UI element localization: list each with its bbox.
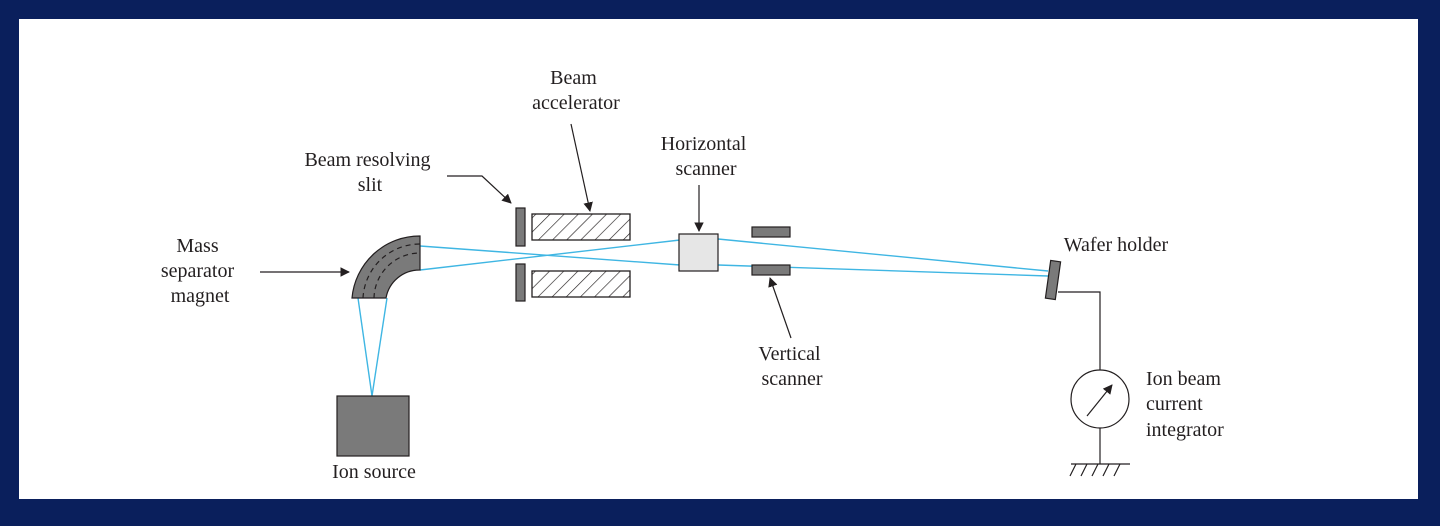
beam-source-right <box>371 297 388 397</box>
resolving-slit-upper <box>515 207 526 247</box>
vertical-scanner-arrow <box>768 277 792 339</box>
label-wafer-holder: Wafer holder <box>1064 234 1169 256</box>
magnet-inner-arc-1 <box>362 243 421 299</box>
mass-separator-magnet <box>351 235 421 299</box>
wafer-holder <box>1044 259 1062 301</box>
beam-upper-to-wafer <box>717 238 1049 272</box>
leader-arrows <box>260 123 792 339</box>
ion-beam-paths <box>357 238 1049 397</box>
slit-arrow <box>447 175 512 204</box>
accelerator-upper-plate <box>531 213 631 241</box>
beam-lower-to-scanner <box>419 239 681 271</box>
label-beam-accelerator: Beam accelerator <box>532 67 620 114</box>
label-horizontal-scanner: Horizontal scanner <box>661 133 752 180</box>
accelerator-lower-plate <box>531 270 631 298</box>
ground-hatch <box>1069 463 1121 477</box>
meter-needle <box>1086 384 1113 417</box>
magnet-body <box>351 235 421 299</box>
horizontal-scanner-box <box>678 233 719 272</box>
label-beam-resolving-slit: Beam resolving slit <box>304 149 435 196</box>
integrator-wire-top <box>1058 291 1101 370</box>
labels: Beam accelerator Beam resolving slit Hor… <box>161 67 1226 483</box>
label-ion-source: Ion source <box>332 461 416 483</box>
beam-source-left <box>357 297 373 397</box>
resolving-slit-lower <box>515 263 526 302</box>
ion-source-box <box>336 395 410 457</box>
current-integrator-circuit <box>1058 291 1130 477</box>
vertical-scanner-lower-plate <box>751 264 791 276</box>
label-vertical-scanner: Vertical scanner <box>758 343 825 390</box>
vertical-scanner-upper-plate <box>751 226 791 238</box>
label-mass-separator-magnet: Mass separator magnet <box>161 235 239 307</box>
accelerator-arrow <box>570 123 593 212</box>
label-ion-beam-current-integrator: Ion beam current integrator <box>1146 368 1226 441</box>
